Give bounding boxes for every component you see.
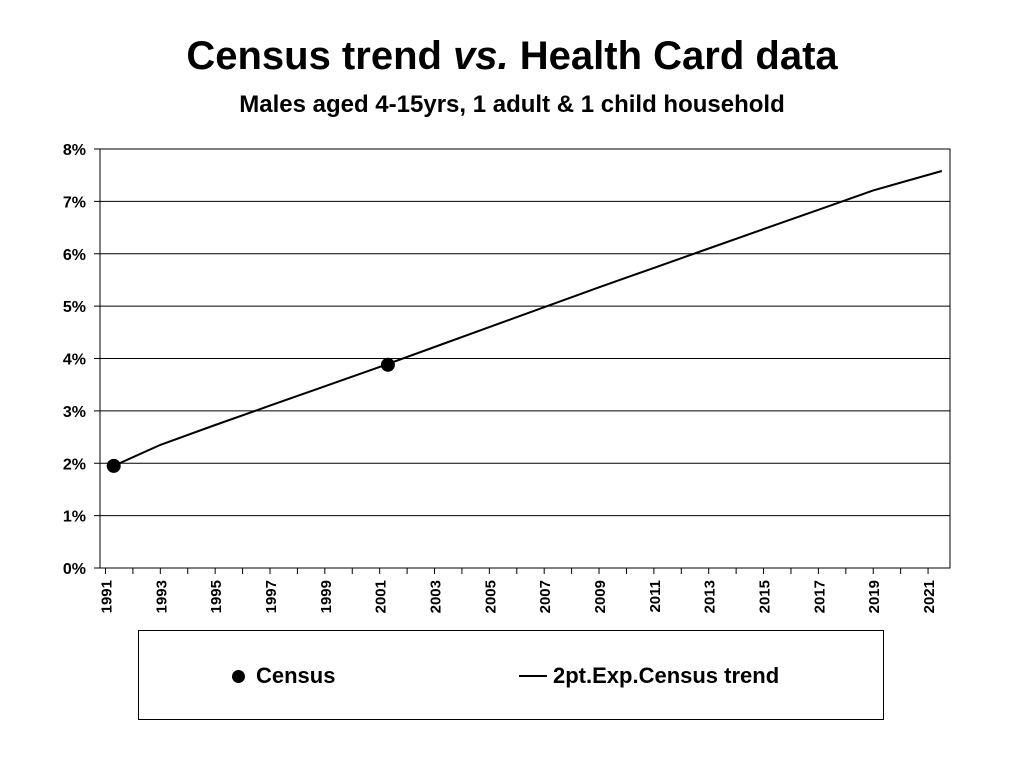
- y-tick-label: 7%: [63, 194, 86, 211]
- y-tick-label: 4%: [63, 352, 86, 369]
- x-tick-label: 1993: [153, 580, 170, 613]
- chart-subtitle: Males aged 4-15yrs, 1 adult & 1 child ho…: [239, 91, 785, 118]
- x-tick-label: 2019: [866, 580, 883, 613]
- trend-line: [113, 170, 943, 467]
- x-tick-label: 2001: [373, 580, 390, 613]
- legend-item-trend: 2pt.Exp.Census trend: [519, 663, 780, 688]
- trend-line-icon: [519, 675, 547, 677]
- x-tick-label: 2003: [428, 580, 445, 613]
- census-marker-icon: [232, 669, 245, 683]
- y-tick-label: 1%: [63, 509, 86, 526]
- chart-title: Census trend vs. Health Card data: [0, 30, 1024, 82]
- legend: Census 2pt.Exp.Census trend: [138, 630, 884, 720]
- x-tick-label: 2009: [592, 580, 609, 613]
- y-tick-label: 2%: [63, 456, 86, 473]
- x-tick-label: 1991: [98, 580, 115, 613]
- census-point: [106, 458, 121, 473]
- x-tick-label: 2017: [811, 580, 828, 613]
- y-tick-label: 0%: [63, 561, 86, 578]
- chart-title-rest: Health Card data: [519, 34, 838, 78]
- line-chart: 0% 1% 2% 3% 4% 5% 6% 7% 8% 1991 1993 1995 1997 1999 20…: [63, 142, 951, 613]
- legend-label-census: Census: [256, 663, 336, 688]
- x-tick-label: 2007: [537, 580, 554, 613]
- x-tick-label: 1999: [318, 580, 335, 613]
- x-tick-label: 2015: [757, 580, 774, 613]
- legend-label-trend: 2pt.Exp.Census trend: [553, 663, 780, 688]
- x-tick-label: 2013: [702, 580, 719, 613]
- plot-frame: [99, 148, 951, 569]
- y-tick-label: 8%: [63, 142, 86, 159]
- y-tick-label: 5%: [63, 299, 86, 316]
- chart-title-main: Census trend: [186, 34, 442, 78]
- x-tick-label: 2005: [482, 580, 499, 613]
- y-tick-label: 6%: [63, 247, 86, 264]
- census-point: [380, 357, 395, 372]
- x-tick-label: 2021: [921, 580, 938, 613]
- x-tick-label: 2011: [647, 580, 664, 613]
- chart-title-vs: vs.: [453, 34, 509, 78]
- x-tick-label: 1995: [208, 580, 225, 613]
- x-tick-label: 1997: [263, 580, 280, 613]
- y-tick-label: 3%: [63, 404, 86, 421]
- legend-item-census: Census: [232, 663, 336, 688]
